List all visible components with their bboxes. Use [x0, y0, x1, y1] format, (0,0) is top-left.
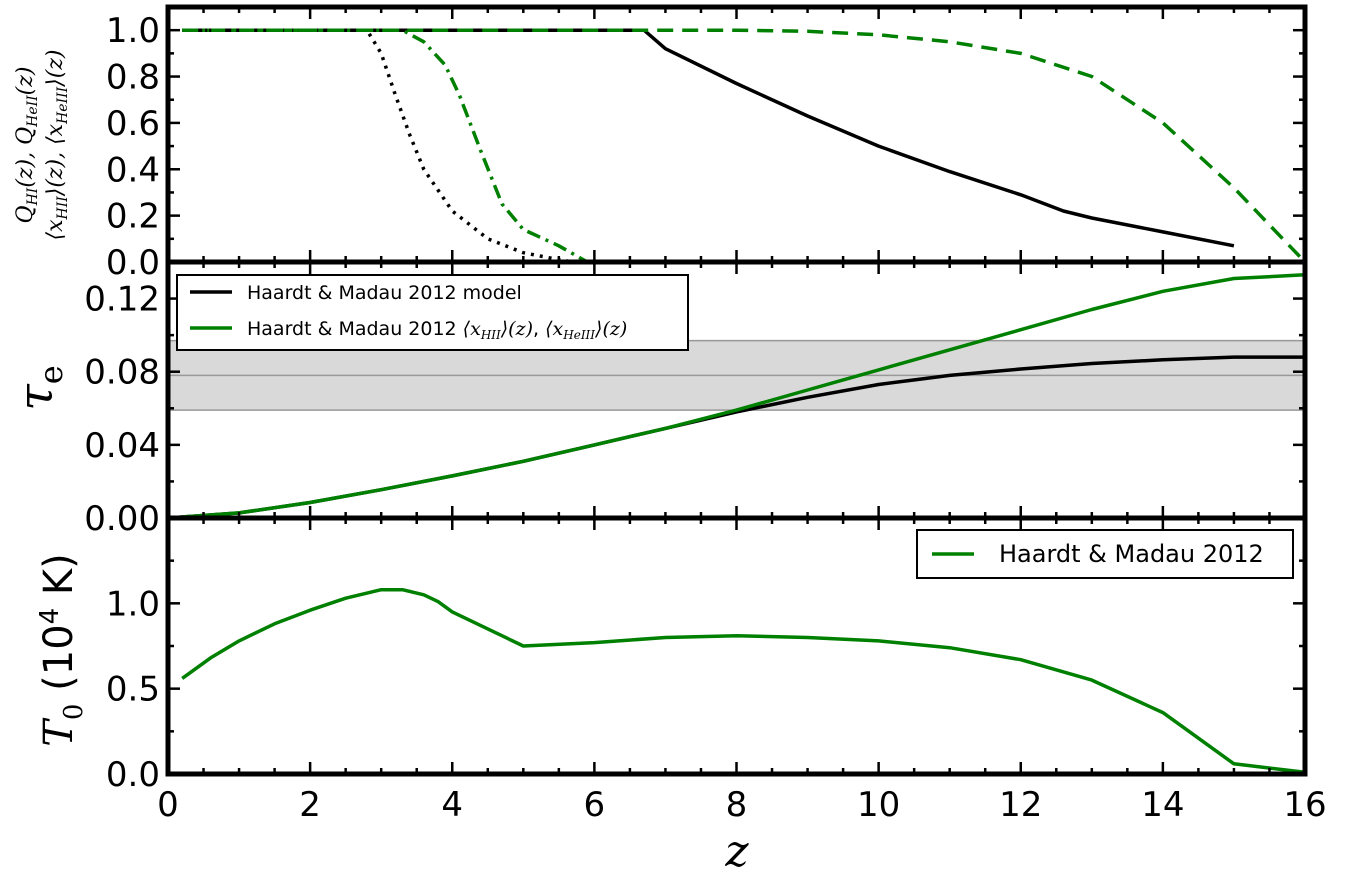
top-ylabel-line2: ⟨xHII⟩(z), ⟨xHeIII⟩(z)	[43, 49, 71, 240]
xtick-label: 14	[1141, 785, 1184, 825]
middle-ytick-label: 0.04	[84, 426, 160, 466]
middle-plot-area: 0.00 0.04 0.08 0.12	[84, 259, 1308, 539]
xtick-label: 16	[1283, 785, 1326, 825]
top-ylabel-line1: QHI(z), QHeII(z)	[13, 67, 41, 224]
top-frame	[165, 4, 1308, 265]
bottom-panel: 0.0 0.5 1.0 0 2 4 6 8 10 12 14 16 T0 (104 K) Haardt…	[35, 515, 1327, 877]
legend-label-hm12: Haardt & Madau 2012	[999, 540, 1264, 568]
top-ytick-label: 1.0	[106, 11, 160, 51]
middle-panel: 0.00 0.04 0.08 0.12 τe Haardt & Madau 2012 …	[8, 259, 1308, 539]
top-plot-area: 0.0 0.2 0.4 0.6 0.8 1.0	[106, 4, 1308, 283]
xtick-label: 0	[157, 785, 179, 825]
middle-ytick-label: 0.00	[84, 499, 160, 539]
top-series-dashdot-3	[182, 28, 589, 264]
x-axis-label: z	[724, 826, 749, 877]
bottom-legend: Haardt & Madau 2012	[916, 529, 1294, 579]
top-series-dotted-2	[182, 28, 574, 264]
top-panel: 0.0 0.2 0.4 0.6 0.8 1.0 QHI(z), QHeII(z) ⟨xHI…	[13, 4, 1308, 283]
bottom-ylabel: T0 (104 K)	[35, 553, 89, 747]
top-ytick-label: 0.0	[106, 243, 160, 283]
top-series-solid-0	[182, 28, 1235, 248]
top-ytick-label: 0.6	[106, 104, 160, 144]
bottom-series-line-0	[181, 587, 1306, 775]
bottom-ytick-label: 0.5	[106, 670, 160, 710]
bottom-ytick-label: 0.0	[106, 755, 160, 795]
xtick-label: 12	[999, 785, 1042, 825]
xtick-label: 2	[299, 785, 321, 825]
top-ytick-label: 0.8	[106, 58, 160, 98]
middle-ylabel: τe	[8, 365, 70, 411]
legend-label-hm12-model: Haardt & Madau 2012 model	[247, 282, 522, 304]
top-ytick-label: 0.2	[106, 197, 160, 237]
bottom-ytick-label: 1.0	[106, 584, 160, 624]
xtick-label: 6	[584, 785, 606, 825]
xtick-label: 4	[441, 785, 463, 825]
bottom-plot-area: 0.0 0.5 1.0 0 2 4 6 8 10 12 14 16	[106, 515, 1327, 825]
middle-ytick-label: 0.08	[84, 353, 160, 393]
middle-series-line-1	[167, 273, 1306, 520]
middle-legend: Haardt & Madau 2012 model Haardt & Madau…	[176, 274, 689, 351]
middle-ytick-label: 0.12	[84, 280, 160, 320]
xtick-label: 10	[857, 785, 900, 825]
top-ytick-label: 0.4	[106, 150, 160, 190]
xtick-label: 8	[726, 785, 748, 825]
